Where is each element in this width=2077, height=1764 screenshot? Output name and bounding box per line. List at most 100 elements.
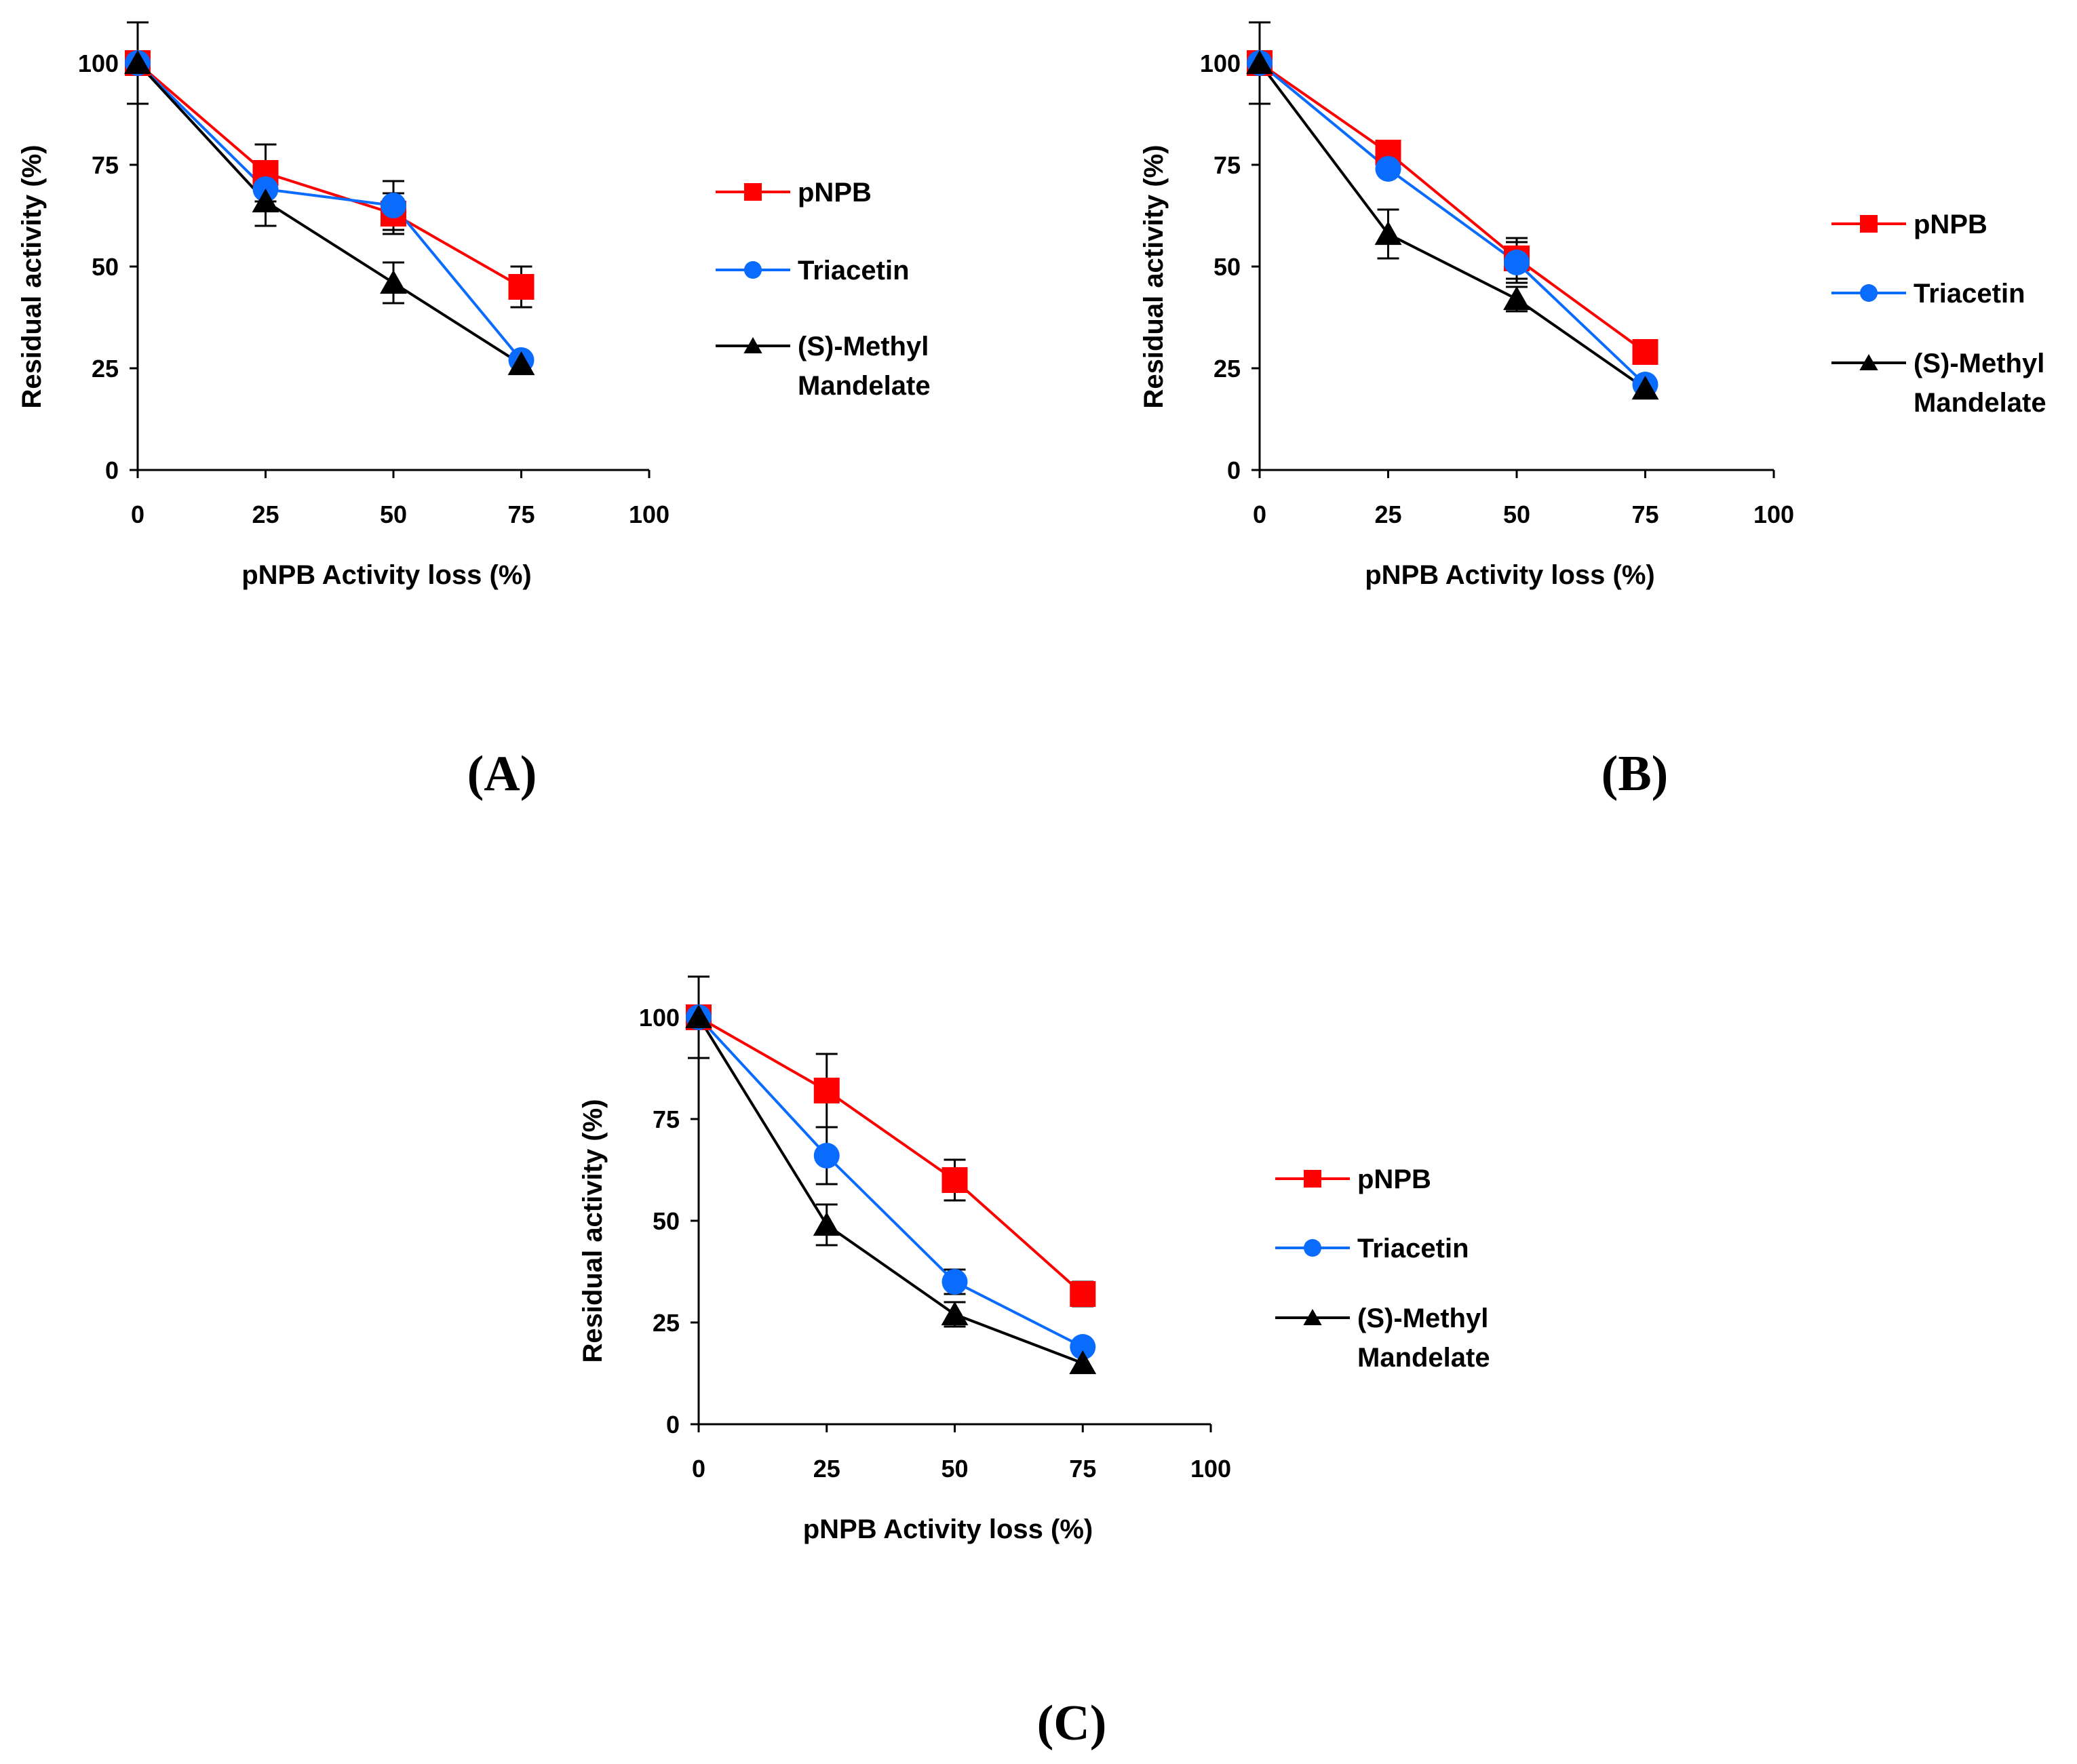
x-tick-label: 50: [1503, 501, 1530, 528]
x-tick-label: 25: [1374, 501, 1401, 528]
series-line-s-methyl-mandelate: [136, 62, 522, 366]
y-tick-label: 25: [653, 1309, 680, 1337]
y-tick-label: 50: [92, 253, 119, 281]
x-tick-label: 75: [1631, 501, 1658, 528]
legend-entry-triacetin: Triacetin: [1831, 279, 2025, 309]
data-point-s-methyl-mandelate: [1246, 50, 1273, 75]
y-tick-label: 100: [639, 1004, 680, 1032]
data-point-s-methyl-mandelate: [380, 270, 407, 294]
x-tick-label: 50: [941, 1455, 968, 1483]
y-tick-label: 25: [1214, 355, 1241, 383]
data-point-triacetin: [942, 1269, 968, 1295]
legend-marker: [1859, 354, 1878, 371]
data-point-triacetin: [381, 193, 406, 218]
data-point-s-methyl-mandelate: [1374, 221, 1402, 246]
x-tick-label: 0: [1253, 501, 1266, 528]
y-tick-label: 50: [653, 1207, 680, 1235]
series-line-s-methyl-mandelate: [1258, 62, 1646, 390]
x-tick-label: 0: [131, 501, 144, 528]
data-point-s-methyl-mandelate: [124, 50, 151, 75]
chart-panel-b: 0 25 50 75 100 0 25 50 75 100 pNPB Activity loss (…: [1139, 21, 2046, 802]
x-tick-label: 100: [1753, 501, 1794, 528]
x-tick-label: 75: [507, 501, 535, 528]
legend-marker: [1304, 1170, 1321, 1188]
chart-panel-c: 0 25 50 75 100 0 25 50 75 100 pNPB Activity loss (…: [578, 975, 1490, 1751]
x-tick-label: 0: [692, 1455, 705, 1483]
data-point-s-methyl-mandelate: [1503, 286, 1530, 311]
legend-label: (S)-Methyl: [798, 332, 929, 361]
data-point-triacetin: [1504, 250, 1530, 275]
data-point-s-methyl-mandelate: [685, 1004, 712, 1029]
legend-entry-s-methyl-mandelate: (S)-Methyl Mandelate: [716, 332, 931, 401]
legend-entry-s-methyl-mandelate: (S)-Methyl Mandelate: [1831, 349, 2046, 418]
data-point-pnpb: [1632, 339, 1658, 365]
data-point-triacetin: [1070, 1334, 1096, 1360]
x-tick-label: 25: [813, 1455, 840, 1483]
data-point-s-methyl-mandelate: [813, 1212, 840, 1236]
x-tick-label: 75: [1069, 1455, 1096, 1483]
legend-entry-pnpb: pNPB: [1275, 1164, 1431, 1194]
series-line-s-methyl-mandelate: [697, 1016, 1083, 1365]
x-axis-title: pNPB Activity loss (%): [1365, 560, 1654, 590]
legend-label: Triacetin: [1357, 1234, 1469, 1263]
data-point-triacetin: [1375, 156, 1401, 182]
legend-label: Mandelate: [798, 371, 931, 401]
y-axis-title: Residual activity (%): [578, 1099, 608, 1363]
legend-label: Triacetin: [1914, 279, 2025, 309]
legend-label: (S)-Methyl: [1357, 1304, 1488, 1333]
legend-entry-pnpb: pNPB: [716, 178, 872, 208]
legend-entry-triacetin: Triacetin: [716, 256, 910, 286]
y-tick-label: 50: [1214, 253, 1241, 281]
y-axis-title: Residual activity (%): [17, 144, 47, 408]
legend-marker: [743, 337, 762, 354]
series-line-triacetin: [1258, 62, 1646, 386]
chart-panel-a: 0 25 50 75 100 0 25 50 75 100 pNPB Activity loss (…: [17, 21, 931, 802]
data-point-s-methyl-mandelate: [1631, 376, 1659, 400]
y-tick-label: 75: [1214, 151, 1241, 179]
series-line-pnpb: [1258, 62, 1646, 353]
data-point-s-methyl-mandelate: [941, 1301, 969, 1326]
legend-entry-pnpb: pNPB: [1831, 210, 1987, 239]
y-tick-label: 0: [666, 1411, 680, 1438]
y-tick-label: 75: [653, 1105, 680, 1133]
legend-entry-s-methyl-mandelate: (S)-Methyl Mandelate: [1275, 1304, 1490, 1373]
x-axis-title: pNPB Activity loss (%): [803, 1514, 1093, 1544]
data-point-pnpb: [942, 1167, 968, 1193]
legend-marker: [744, 261, 762, 279]
legend-label: pNPB: [1914, 210, 1987, 239]
x-tick-label: 100: [629, 501, 669, 528]
x-axis-title: pNPB Activity loss (%): [241, 560, 531, 590]
legend-label: Mandelate: [1914, 388, 2046, 418]
legend-label: (S)-Methyl: [1914, 349, 2044, 378]
x-tick-label: 100: [1190, 1455, 1231, 1483]
data-point-pnpb: [1070, 1281, 1096, 1307]
series-line-pnpb: [136, 62, 522, 288]
data-point-triacetin: [813, 1143, 840, 1169]
legend-marker: [1304, 1239, 1321, 1257]
legend-marker: [744, 183, 762, 201]
legend-label: pNPB: [1357, 1164, 1431, 1194]
legend-label: pNPB: [798, 178, 872, 208]
legend-entry-triacetin: Triacetin: [1275, 1234, 1469, 1263]
data-point-pnpb: [813, 1078, 840, 1103]
y-tick-label: 0: [1227, 456, 1241, 484]
series-line-pnpb: [698, 1016, 1084, 1295]
panel-label: (A): [467, 746, 537, 802]
series-line-triacetin: [136, 62, 523, 361]
legend-label: Mandelate: [1357, 1343, 1490, 1373]
panel-label: (B): [1602, 746, 1669, 802]
legend-marker: [1860, 215, 1878, 233]
x-tick-label: 25: [252, 501, 279, 528]
y-tick-label: 0: [105, 456, 119, 484]
x-tick-label: 50: [380, 501, 407, 528]
series-line-triacetin: [697, 1016, 1084, 1348]
data-point-pnpb: [508, 274, 535, 300]
panel-label: (C): [1037, 1696, 1107, 1751]
y-axis-title: Residual activity (%): [1139, 144, 1169, 408]
y-tick-label: 25: [92, 355, 119, 383]
data-point-s-methyl-mandelate: [507, 351, 535, 376]
y-tick-label: 75: [92, 151, 119, 179]
data-point-s-methyl-mandelate: [252, 189, 279, 213]
legend-marker: [1860, 284, 1878, 302]
